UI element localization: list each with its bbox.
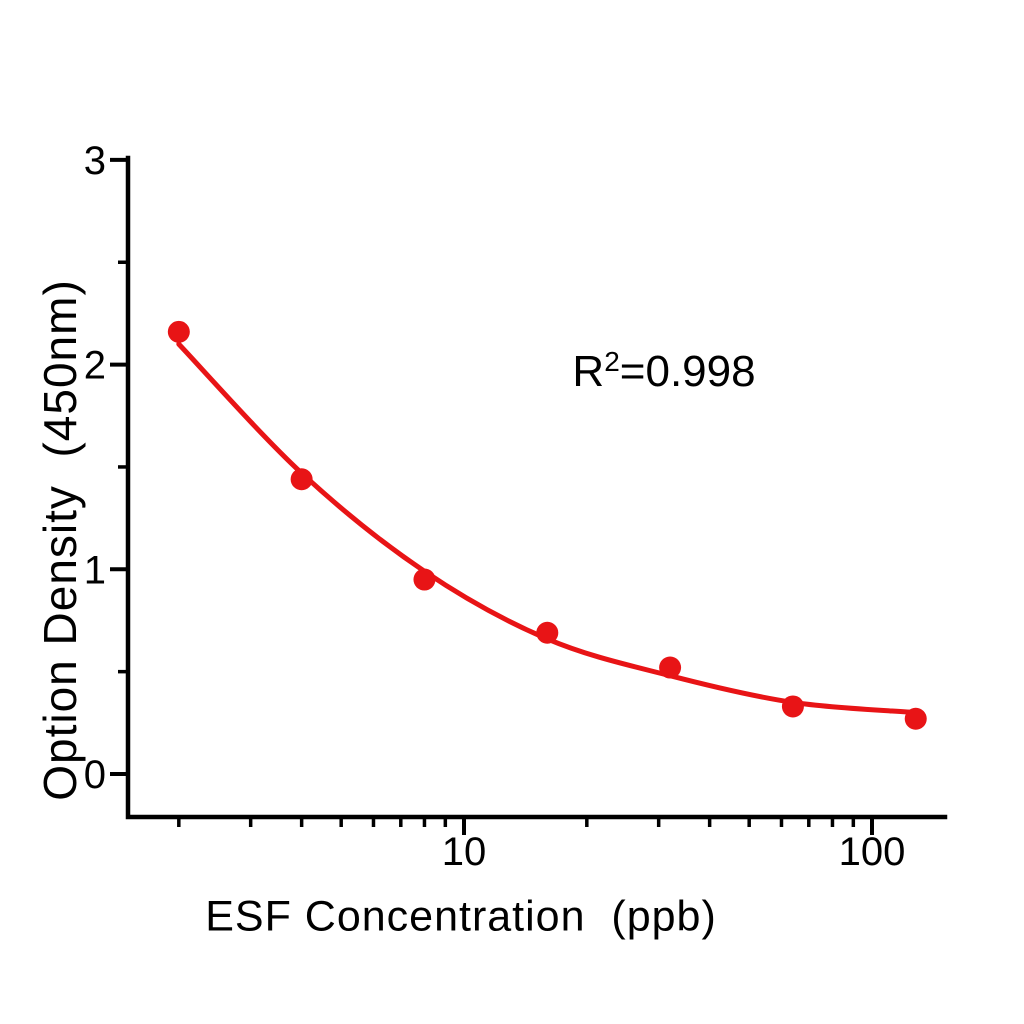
- r-squared-exponent: 2: [604, 346, 620, 377]
- data-point: [167, 320, 190, 343]
- r-squared-base: R: [572, 347, 605, 396]
- fit-curve: [176, 341, 919, 716]
- y-tick-label: 1: [84, 548, 106, 592]
- data-point: [290, 468, 313, 491]
- y-axis-label: Option Density (450nm): [34, 279, 86, 801]
- x-tick-label: 10: [442, 830, 487, 874]
- y-tick-label: 2: [84, 344, 106, 388]
- x-axis-label: ESF Concentration (ppb): [205, 892, 717, 941]
- data-point: [413, 568, 436, 591]
- data-point: [659, 656, 682, 679]
- r-squared-annotation: R2=0.998: [572, 346, 756, 397]
- x-tick-label: 100: [839, 830, 906, 874]
- data-point: [781, 695, 804, 718]
- data-point: [536, 621, 559, 644]
- axes-frame: [125, 155, 948, 820]
- y-tick-label: 3: [84, 139, 106, 183]
- y-tick-label: 0: [84, 753, 106, 797]
- r-squared-value: =0.998: [619, 347, 756, 396]
- data-point: [904, 707, 927, 730]
